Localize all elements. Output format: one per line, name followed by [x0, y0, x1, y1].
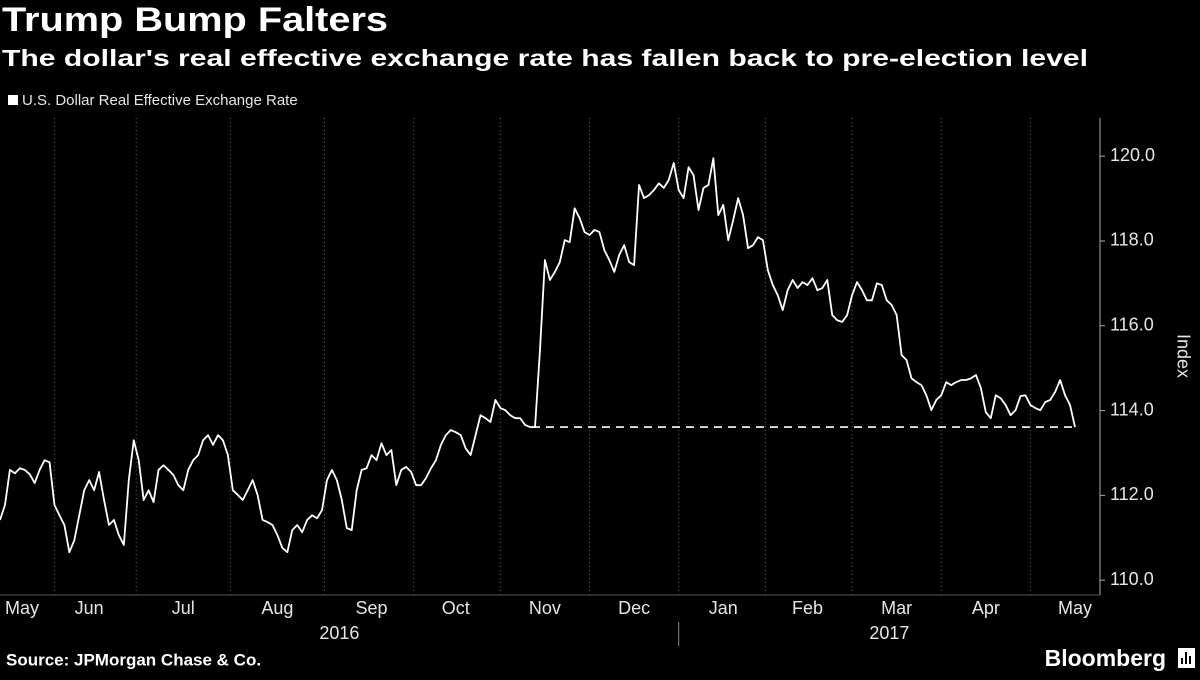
x-tick-label: Jul: [172, 598, 195, 618]
y-tick-label: 120.0: [1110, 145, 1155, 165]
y-tick-label: 114.0: [1110, 399, 1154, 419]
x-tick-label: May: [1058, 598, 1092, 618]
x-tick-label: May: [5, 598, 39, 618]
x-group-label: 2016: [319, 623, 359, 643]
series-line: [0, 157, 1076, 554]
x-tick-label: Jan: [709, 598, 738, 618]
y-tick-label: 110.0: [1110, 569, 1154, 589]
chart-title: Trump Bump Falters: [2, 1, 388, 39]
x-tick-label: Sep: [356, 598, 388, 618]
y-tick-label: 116.0: [1110, 315, 1154, 335]
y-tick-label: 112.0: [1110, 484, 1154, 504]
x-tick-label: Dec: [618, 598, 650, 618]
legend-label: U.S. Dollar Real Effective Exchange Rate: [22, 92, 298, 109]
x-tick-label: Mar: [881, 598, 912, 618]
y-tick-label: 118.0: [1110, 230, 1154, 250]
brand-icon-bars: [1181, 652, 1191, 664]
brand: Bloomberg: [1045, 645, 1166, 671]
x-tick-label: Feb: [792, 598, 823, 618]
source: Source: JPMorgan Chase & Co.: [6, 650, 261, 669]
chart-subtitle: The dollar's real effective exchange rat…: [2, 45, 1088, 71]
y-axis-label: Index: [1173, 334, 1193, 378]
legend-swatch: [8, 95, 18, 105]
x-tick-label: Apr: [972, 598, 1000, 618]
x-tick-label: Nov: [529, 598, 561, 618]
x-tick-label: Oct: [442, 598, 470, 618]
x-tick-label: Aug: [261, 598, 293, 618]
x-group-label: 2017: [869, 623, 909, 643]
x-tick-label: Jun: [75, 598, 104, 618]
